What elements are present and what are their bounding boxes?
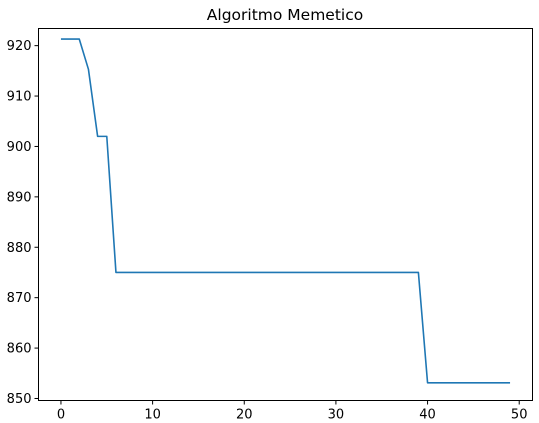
y-axis: 850 860 870 880 890 900 910 920 — [7, 39, 39, 407]
y-tick-label: 920 — [7, 39, 32, 54]
y-tick-label: 880 — [7, 241, 32, 256]
chart-title: Algoritmo Memetico — [207, 6, 363, 24]
y-tick-label: 900 — [7, 140, 32, 155]
series-line — [60, 38, 511, 384]
x-tick-label: 30 — [328, 408, 345, 423]
x-tick-label: 10 — [144, 408, 161, 423]
x-tick-label: 0 — [57, 408, 65, 423]
y-tick-label: 890 — [7, 190, 32, 205]
y-tick-label: 850 — [7, 392, 32, 407]
y-tick-label: 870 — [7, 291, 32, 306]
series-layer — [60, 38, 511, 384]
y-tick-label: 910 — [7, 90, 32, 105]
y-tick-label: 860 — [7, 342, 32, 357]
plot-frame — [38, 28, 533, 401]
x-tick-label: 50 — [511, 408, 528, 423]
x-tick-label: 40 — [419, 408, 436, 423]
x-tick-label: 20 — [236, 408, 253, 423]
x-axis: 0 10 20 30 40 50 — [57, 400, 528, 423]
